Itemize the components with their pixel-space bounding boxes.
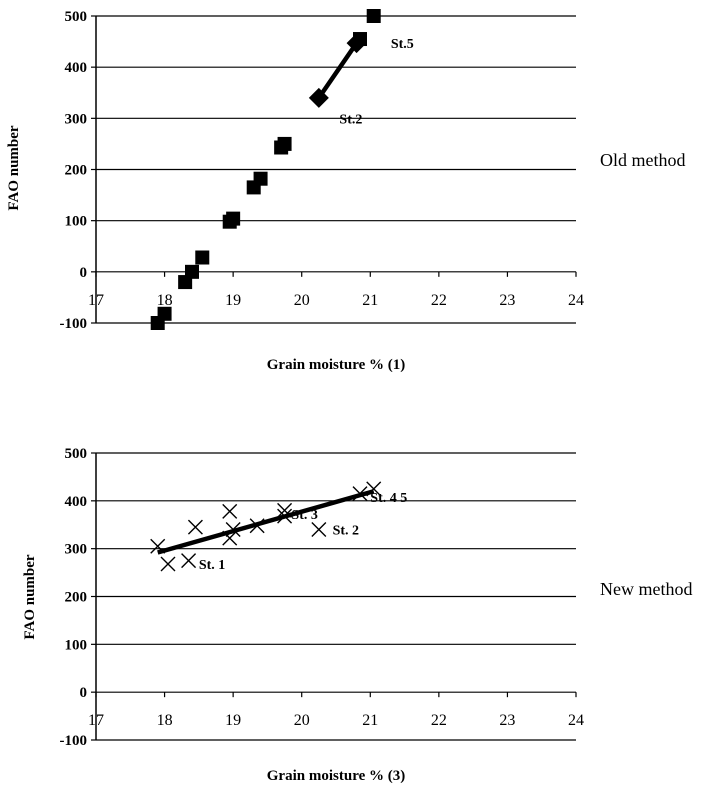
- chart1-x-tick-label: 18: [157, 292, 173, 309]
- chart2-x-tick-label: 18: [157, 712, 173, 729]
- chart1-data-point: [253, 171, 268, 186]
- chart2-x-tick-label: 17: [88, 712, 104, 729]
- chart2-y-tick-label: 0: [80, 685, 88, 701]
- chart1-x-axis-title: Grain moisture % (1): [267, 357, 405, 373]
- chart2-data-point: [160, 556, 176, 572]
- chart2-data-annotation: St. 3: [291, 508, 317, 523]
- chart1-data-annotation: St.5: [391, 37, 414, 52]
- chart1-x-tick-label: 23: [499, 292, 515, 309]
- chart2-data-annotation: St. 2: [333, 524, 359, 539]
- chart2-data-point: [222, 503, 238, 519]
- chart1-x-tick-label: 19: [225, 292, 241, 309]
- chart2-data-annotation: St. 1: [199, 558, 225, 573]
- chart2-method-label: New method: [600, 579, 692, 599]
- chart1-y-tick-label: 200: [65, 163, 88, 179]
- chart1-data-point: [157, 306, 172, 321]
- chart1-y-tick-label: -100: [60, 316, 88, 332]
- chart1-highlight-point: [308, 87, 329, 108]
- chart1-y-axis-title: FAO number: [6, 125, 22, 210]
- chart1-highlight-point: [346, 33, 367, 54]
- chart2-data-point: [311, 522, 327, 538]
- chart1-data-point: [195, 250, 210, 265]
- chart2-x-tick-label: 24: [568, 712, 584, 729]
- chart1-data-point: [226, 211, 241, 226]
- chart1-y-tick-label: 500: [65, 9, 88, 25]
- chart2-x-tick-label: 23: [499, 712, 515, 729]
- chart2-x-axis-title: Grain moisture % (3): [267, 768, 405, 784]
- chart2-x-tick-label: 21: [362, 712, 378, 729]
- chart1-y-tick-label: 400: [65, 60, 88, 76]
- chart1-data-point: [185, 264, 199, 279]
- chart2-data-point: [181, 553, 197, 569]
- chart1-x-tick-label: 21: [362, 292, 378, 309]
- chart2-y-axis-title: FAO number: [22, 554, 38, 639]
- chart1-y-tick-label: 0: [80, 265, 88, 281]
- chart2-y-tick-label: 100: [65, 637, 88, 653]
- chart2-y-tick-label: 300: [65, 542, 88, 558]
- chart1-data-point: [277, 136, 292, 151]
- chart1-x-tick-label: 24: [568, 292, 584, 309]
- chart2-y-tick-label: -100: [60, 733, 88, 749]
- chart1-x-tick-label: 20: [294, 292, 310, 309]
- chart2-y-tick-label: 500: [65, 446, 88, 462]
- chart2-x-tick-label: 20: [294, 712, 310, 729]
- chart2-y-tick-label: 200: [65, 590, 88, 606]
- chart2-x-tick-label: 22: [431, 712, 447, 729]
- chart1-method-label: Old method: [600, 150, 686, 170]
- chart2-data-point: [187, 519, 203, 535]
- chart1-y-tick-label: 300: [65, 111, 88, 127]
- chart1-x-tick-label: 17: [88, 292, 104, 309]
- chart2-trend-line: [157, 489, 375, 555]
- chart1-data-point: [366, 9, 381, 23]
- chart1-data-annotation: St.2: [339, 112, 362, 127]
- chart2-y-tick-label: 400: [65, 494, 88, 510]
- chart2-data-annotation: St. 4 5: [370, 491, 407, 506]
- chart1-x-tick-label: 22: [431, 292, 447, 309]
- chart2-x-tick-label: 19: [225, 712, 241, 729]
- chart1-y-tick-label: 100: [65, 214, 88, 230]
